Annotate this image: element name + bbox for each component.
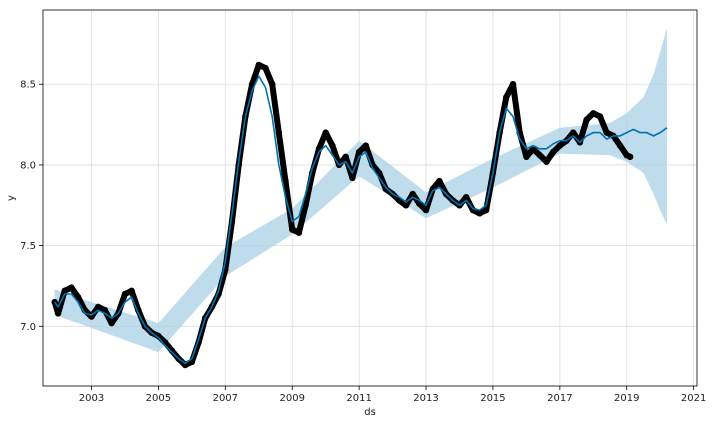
- observed-point: [349, 174, 356, 181]
- observed-point: [95, 303, 102, 311]
- x-tick-label: 2009: [279, 393, 304, 404]
- x-tick-label: 2013: [413, 393, 438, 404]
- observed-point: [342, 153, 349, 160]
- observed-point: [523, 153, 530, 160]
- observed-point: [282, 177, 289, 185]
- observed-point: [61, 287, 68, 294]
- observed-point: [362, 142, 369, 149]
- observed-point: [121, 290, 129, 298]
- observed-point: [596, 113, 604, 120]
- x-tick-label: 2017: [547, 393, 572, 404]
- observed-point: [583, 116, 590, 123]
- observed-point: [476, 210, 483, 217]
- observed-point: [409, 190, 416, 198]
- x-axis-label: ds: [364, 407, 376, 418]
- observed-point: [322, 129, 329, 136]
- y-tick-label: 7.0: [20, 322, 36, 333]
- observed-point: [275, 129, 282, 136]
- uncertainty-band: [54, 27, 667, 353]
- x-tick-label: 2019: [614, 393, 639, 404]
- observed-point: [570, 129, 577, 136]
- x-tick-label: 2021: [681, 393, 706, 404]
- observed-point: [402, 202, 410, 209]
- observed-point: [543, 158, 550, 165]
- observed-point: [509, 81, 517, 88]
- observed-point: [463, 194, 470, 201]
- observed-point: [536, 152, 543, 159]
- observed-point: [483, 206, 490, 214]
- observed-point: [616, 142, 624, 149]
- observed-point: [382, 185, 390, 193]
- observed-point: [155, 332, 162, 340]
- observed-point: [228, 218, 236, 225]
- observed-point: [168, 347, 175, 354]
- observed-point: [108, 319, 115, 327]
- x-tick-label: 2003: [79, 393, 104, 404]
- observed-point: [590, 110, 597, 117]
- uncertainty-band-area: [54, 27, 667, 353]
- y-tick-label: 8.5: [20, 80, 36, 91]
- forecast-line: [54, 75, 668, 365]
- x-tick-label: 2011: [346, 393, 371, 404]
- y-tick-label: 8.0: [20, 160, 36, 171]
- x-axis-ticks: 2003 2005 2007 2009 2011 2013 2015 2017 2019 2021: [79, 386, 706, 404]
- observed-point: [289, 226, 296, 233]
- observed-point: [74, 294, 82, 301]
- observed-point: [295, 229, 303, 236]
- observed-point: [255, 61, 262, 69]
- observed-point: [436, 177, 443, 185]
- y-axis-ticks: 7.0 7.5 8.0 8.5: [20, 80, 43, 333]
- plot-frame: [42, 9, 698, 387]
- observed-point: [329, 142, 336, 149]
- observed-point: [503, 93, 510, 101]
- observed-point: [626, 153, 634, 160]
- observed-point: [550, 148, 557, 156]
- observed-point: [422, 206, 430, 214]
- y-tick-label: 7.5: [20, 241, 36, 252]
- observed-point: [302, 202, 309, 209]
- observed-point: [262, 64, 269, 72]
- x-tick-label: 2007: [213, 393, 238, 404]
- observed-point: [269, 81, 276, 88]
- x-tick-label: 2015: [480, 393, 505, 404]
- x-tick-label: 2005: [146, 393, 171, 404]
- observed-point: [603, 129, 610, 136]
- observed-point: [68, 284, 75, 291]
- y-axis-label: y: [6, 195, 17, 201]
- forecast-trend-line: [54, 75, 668, 365]
- observed-point: [556, 142, 563, 149]
- observed-point: [355, 148, 363, 156]
- observed-point: [54, 310, 62, 317]
- observed-point: [128, 287, 135, 294]
- observed-point: [182, 361, 189, 369]
